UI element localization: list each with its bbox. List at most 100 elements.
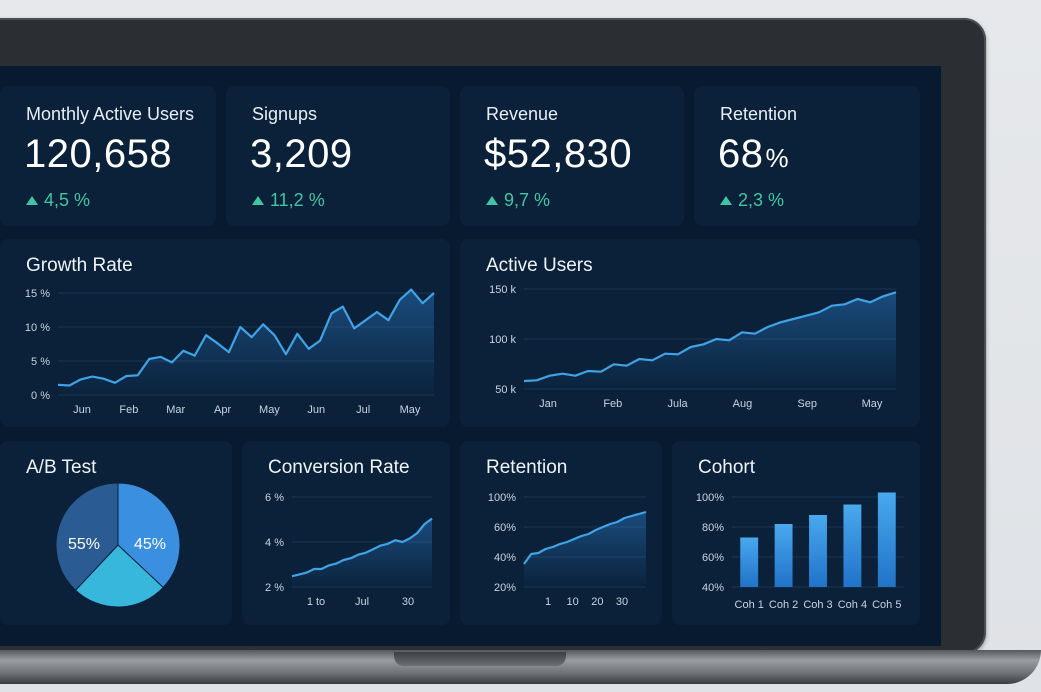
retention-chart-card[interactable]: Retention 100% 60% 40% 20% 1 10 20 30 (460, 441, 662, 625)
y-tick-label: 100% (696, 492, 724, 504)
kpi-value: 68% (718, 132, 790, 176)
series-line (57, 288, 435, 387)
x-tick-label: Jun (73, 404, 91, 416)
kpi-card-retention[interactable]: Retention 68% 2,3 % (694, 86, 920, 226)
kpi-delta: 9,7 % (486, 190, 550, 211)
x-tick-label: Coh 3 (803, 599, 832, 611)
y-tick-label: 80% (702, 522, 724, 534)
x-tick-label: May (259, 404, 280, 416)
card-title: Growth Rate (26, 255, 133, 276)
x-tick-label: Coh 1 (735, 599, 764, 611)
x-tick-label: Mar (166, 404, 185, 416)
bar (843, 504, 862, 587)
x-tick-label: Jul (356, 404, 370, 416)
x-tick-label: May (400, 404, 421, 416)
y-tick-label: 15 % (25, 288, 50, 300)
card-title: Retention (486, 457, 568, 478)
conversion-rate-card[interactable]: Conversion Rate 6 % 4 % 2 % 1 to Jul 30 (242, 441, 450, 625)
dashboard-screen: Monthly Active Users 120,658 4,5 % Signu… (0, 66, 941, 646)
x-tick-label: 30 (402, 596, 414, 608)
kpi-value: $52,830 (484, 132, 633, 176)
y-tick-label: 0 % (31, 390, 50, 402)
kpi-card-signups[interactable]: Signups 3,209 11,2 % (226, 86, 450, 226)
trend-up-icon (720, 196, 732, 205)
card-title: Active Users (486, 255, 593, 276)
growth-rate-chart: 15 % 10 % 5 % 0 % Jun Feb Mar Apr May Jun Jul May (25, 288, 435, 416)
kpi-label: Retention (720, 104, 798, 124)
x-tick-label: Jula (668, 398, 689, 410)
pie-slice (117, 482, 181, 589)
ab-test-card[interactable]: A/B Test 55% 45% (0, 441, 232, 625)
bar (877, 492, 896, 587)
series-line (291, 517, 433, 578)
kpi-card-mau[interactable]: Monthly Active Users 120,658 4,5 % (0, 86, 216, 226)
active-users-chart: 150 k 100 k 50 k Jan Feb Jula Aug Sep May (489, 284, 897, 410)
bar (774, 524, 793, 587)
y-tick-label: 20% (494, 582, 516, 594)
y-tick-label: 50 k (495, 384, 516, 396)
x-tick-label: Sep (797, 398, 817, 410)
cohort-card[interactable]: Cohort 100% 80% 60% 40% Coh 1 Coh 2 Coh 3 Coh 4… (672, 441, 920, 625)
pie-slice-label: 55% (68, 536, 100, 553)
kpi-label: Revenue (486, 104, 559, 124)
pie-slice (74, 544, 164, 608)
trend-up-icon (252, 196, 264, 205)
cohort-bar-chart: 100% 80% 60% 40% Coh 1 Coh 2 Coh 3 Coh 4 Coh 5 (696, 492, 904, 611)
pie-slice-label: 45% (134, 536, 166, 553)
y-tick-label: 100 k (489, 334, 516, 346)
x-tick-label: May (862, 398, 883, 410)
y-tick-label: 10 % (25, 322, 50, 334)
x-tick-label: Feb (119, 404, 138, 416)
y-tick-label: 150 k (489, 284, 516, 296)
x-tick-label: 1 (545, 596, 551, 608)
area-fill (292, 518, 432, 587)
x-tick-label: Jul (355, 596, 369, 608)
x-tick-label: Coh 4 (838, 599, 867, 611)
y-tick-label: 2 % (265, 582, 284, 594)
kpi-delta: 11,2 % (252, 190, 325, 211)
y-tick-label: 6 % (265, 492, 284, 504)
kpi-delta: 4,5 % (26, 190, 90, 211)
x-tick-label: Apr (214, 404, 231, 416)
growth-rate-card[interactable]: Growth Rate 15 % 10 % 5 % 0 % Jun Feb Mar Apr Ma… (0, 239, 450, 427)
x-tick-label: Coh 2 (769, 599, 798, 611)
area-fill (524, 512, 646, 587)
laptop-hinge-notch (394, 652, 566, 666)
retention-chart: 100% 60% 40% 20% 1 10 20 30 (488, 492, 647, 608)
active-users-card[interactable]: Active Users 150 k 100 k 50 k Jan Feb Jula Aug… (460, 239, 920, 427)
series-line (523, 291, 897, 383)
kpi-card-revenue[interactable]: Revenue $52,830 9,7 % (460, 86, 684, 226)
x-tick-label: Feb (603, 398, 622, 410)
trend-up-icon (26, 196, 38, 205)
kpi-delta: 2,3 % (720, 190, 784, 211)
x-tick-label: 20 (591, 596, 603, 608)
card-title: Cohort (698, 457, 756, 478)
trend-up-icon (486, 196, 498, 205)
pie-slice (55, 482, 119, 591)
kpi-label: Monthly Active Users (26, 104, 195, 124)
x-tick-label: Aug (733, 398, 753, 410)
y-tick-label: 60% (494, 522, 516, 534)
y-tick-label: 40% (494, 552, 516, 564)
y-tick-label: 100% (488, 492, 516, 504)
y-tick-label: 4 % (265, 537, 284, 549)
bar (740, 537, 759, 587)
conversion-rate-chart: 6 % 4 % 2 % 1 to Jul 30 (265, 492, 433, 608)
y-tick-label: 60% (702, 552, 724, 564)
card-title: Conversion Rate (268, 457, 410, 478)
series-line (523, 510, 647, 565)
ab-test-pie-chart: 55% 45% (55, 482, 181, 608)
x-tick-label: 30 (616, 596, 628, 608)
x-tick-label: 10 (567, 596, 579, 608)
x-tick-label: Jan (539, 398, 557, 410)
x-tick-label: 1 to (307, 596, 325, 608)
bar (809, 515, 827, 587)
y-tick-label: 40% (702, 582, 724, 594)
y-tick-label: 5 % (31, 356, 50, 368)
x-tick-label: Coh 5 (872, 599, 901, 611)
laptop-bezel: Monthly Active Users 120,658 4,5 % Signu… (0, 18, 986, 654)
area-fill (58, 289, 434, 395)
kpi-value: 3,209 (250, 132, 353, 176)
kpi-value: 120,658 (24, 132, 173, 176)
card-title: A/B Test (26, 457, 97, 478)
